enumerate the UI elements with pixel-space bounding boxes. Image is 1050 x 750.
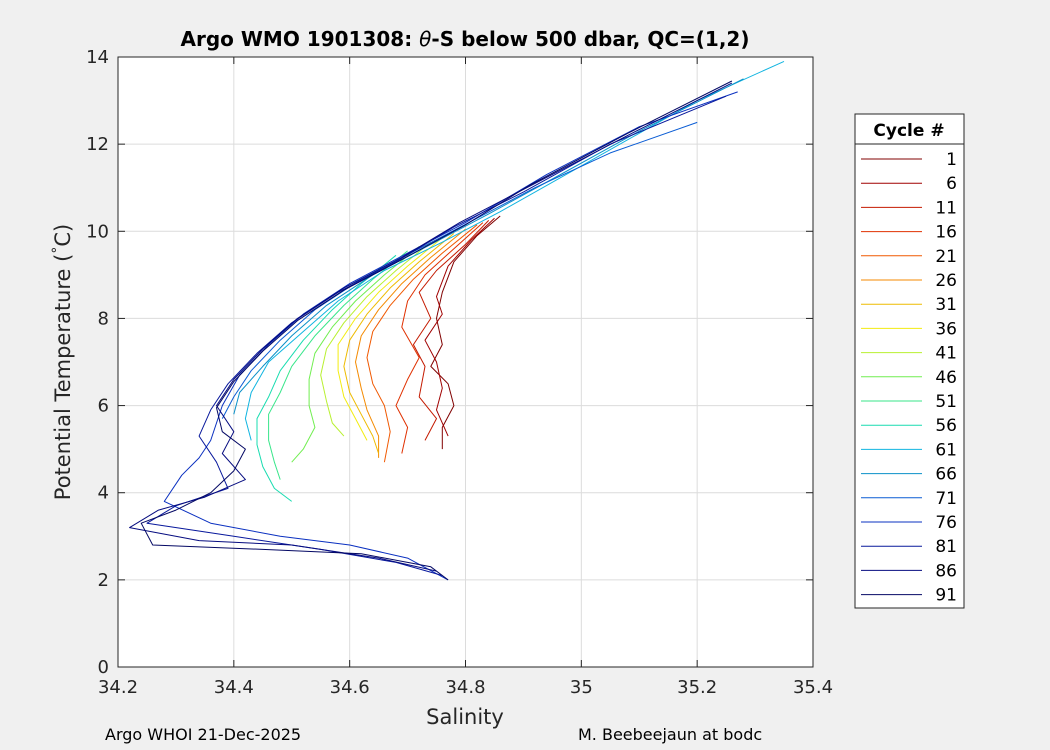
y-tick-label: 2	[98, 570, 109, 591]
chart-title: Argo WMO 1901308: θ-S below 500 dbar, QC…	[181, 27, 750, 51]
series-line-11	[412, 220, 490, 441]
y-tick-label: 0	[98, 657, 109, 678]
series-line-56	[256, 254, 397, 502]
x-tick-label: 34.8	[445, 677, 485, 698]
y-tick-label: 6	[98, 396, 109, 417]
x-tick-label: 35	[570, 677, 593, 698]
legend-label: 46	[935, 368, 957, 388]
y-tick-label: 4	[98, 483, 109, 504]
x-axis-label: Salinity	[426, 705, 504, 729]
y-tick-label: 12	[86, 134, 109, 155]
series-line-26	[355, 228, 466, 458]
x-tick-label: 34.4	[214, 677, 254, 698]
legend-label: 1	[946, 150, 957, 170]
legend-label: 81	[935, 537, 957, 557]
legend-label: 16	[935, 223, 957, 243]
legend-label: 51	[935, 392, 957, 412]
series-line-6	[424, 217, 495, 437]
title-prefix: Argo WMO 1901308:	[181, 27, 420, 51]
legend-label: 26	[935, 271, 957, 291]
series-line-36	[337, 237, 443, 441]
legend-box	[854, 113, 965, 609]
series-lines	[129, 60, 785, 581]
x-tick-label: 35.4	[793, 677, 833, 698]
legend-label: 91	[935, 586, 957, 606]
series-line-21	[366, 224, 478, 463]
legend-label: 6	[946, 174, 957, 194]
x-tick-label: 35.2	[677, 677, 717, 698]
series-line-41	[320, 241, 432, 437]
title-suffix: -S below 500 dbar, QC=(1,2)	[431, 27, 749, 51]
legend-label: 61	[935, 440, 957, 460]
y-label-unit: C)	[51, 224, 75, 247]
footer-right-text: M. Beebeejaun at bodc	[578, 725, 763, 744]
y-tick-label: 8	[98, 308, 109, 329]
series-line-81	[146, 95, 727, 576]
legend-label: 41	[935, 344, 957, 364]
legend-label: 66	[935, 465, 957, 485]
legend-label: 31	[935, 295, 957, 315]
legend-label: 11	[935, 198, 957, 218]
series-line-86	[129, 82, 733, 572]
footer-left-text: Argo WHOI 21-Dec-2025	[105, 725, 302, 744]
x-tick-label: 34.2	[98, 677, 138, 698]
legend-label: 86	[935, 561, 957, 581]
series-line-31	[343, 233, 455, 454]
legend: Cycle # 16111621263136414651566166717681…	[854, 113, 965, 609]
x-tick-label: 34.6	[330, 677, 370, 698]
legend-label: 21	[935, 247, 957, 267]
legend-label: 76	[935, 513, 957, 533]
y-axis-label: Potential Temperature (°C)	[50, 224, 75, 500]
series-line-91	[140, 80, 733, 581]
y-tick-label: 14	[86, 47, 109, 68]
series-line-46	[291, 246, 420, 463]
legend-label: 71	[935, 489, 957, 509]
series-line-51	[268, 250, 408, 480]
y-tick-label: 10	[86, 221, 109, 242]
legend-title: Cycle #	[873, 121, 944, 141]
series-line-1	[430, 215, 501, 450]
series-line-76	[163, 91, 738, 581]
series-line-16	[395, 222, 484, 454]
legend-label: 36	[935, 319, 957, 339]
series-line-61	[244, 60, 785, 441]
y-label-degree: °	[50, 247, 66, 254]
title-theta-symbol: θ	[419, 27, 431, 51]
y-label-main: Potential Temperature (	[51, 254, 75, 501]
axes: 34.2 34.4 34.6 34.8 35 35.2 35.4 0 2 4 6 8 10 12 14	[86, 47, 833, 698]
legend-label: 56	[935, 416, 957, 436]
